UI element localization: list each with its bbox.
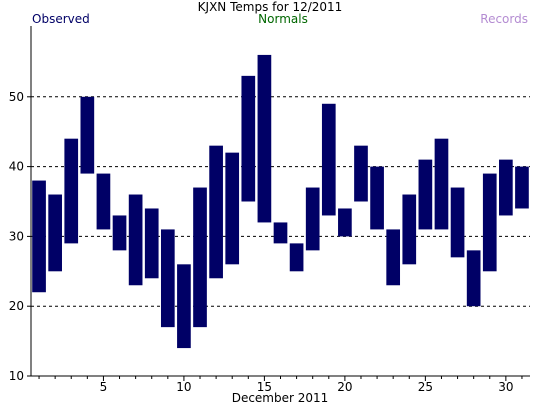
bar-day-10 — [177, 264, 191, 349]
x-tick-label-5: 5 — [100, 380, 108, 394]
bar-day-30 — [499, 159, 513, 216]
legend-observed: Observed — [32, 12, 90, 26]
bar-day-31 — [515, 166, 529, 209]
bar-day-20 — [338, 208, 352, 237]
bar-day-5 — [96, 173, 111, 230]
x-tick-label-20: 20 — [337, 380, 352, 394]
y-tick-label-10: 10 — [9, 369, 24, 383]
bar-day-11 — [193, 187, 207, 328]
x-tick-label-10: 10 — [176, 380, 191, 394]
y-tick-label-30: 30 — [9, 229, 24, 243]
bar-day-12 — [209, 145, 223, 279]
bar-day-29 — [482, 173, 497, 272]
bar-day-23 — [386, 229, 401, 286]
bar-day-4 — [80, 96, 95, 174]
y-tick-label-20: 20 — [9, 299, 24, 313]
bar-day-3 — [64, 138, 79, 244]
bar-day-19 — [321, 103, 336, 216]
bar-day-28 — [466, 250, 481, 307]
bar-day-27 — [450, 187, 465, 258]
bar-day-24 — [402, 194, 417, 265]
bar-day-17 — [289, 243, 304, 272]
bar-day-6 — [112, 215, 127, 251]
x-tick-label-25: 25 — [418, 380, 433, 394]
bar-day-26 — [434, 138, 449, 230]
bar-day-2 — [48, 194, 62, 272]
chart-title: KJXN Temps for 12/2011 — [197, 0, 343, 14]
x-axis-label: December 2011 — [231, 391, 329, 405]
bar-day-14 — [241, 75, 256, 202]
x-tick-label-30: 30 — [498, 380, 513, 394]
bar-day-1 — [32, 180, 46, 293]
bar-day-13 — [225, 152, 240, 265]
bar-day-8 — [144, 208, 159, 279]
y-tick-label-40: 40 — [9, 160, 24, 174]
legend-records: Records — [480, 12, 528, 26]
bar-day-18 — [305, 187, 320, 251]
bar-day-7 — [128, 194, 143, 286]
y-tick-label-50: 50 — [9, 90, 24, 104]
bar-day-22 — [370, 166, 384, 230]
bar-day-16 — [273, 222, 288, 244]
bar-day-25 — [418, 159, 433, 230]
bar-day-15 — [257, 54, 272, 223]
legend-normals: Normals — [258, 12, 308, 26]
bar-day-21 — [354, 145, 368, 202]
x-tick-label-15: 15 — [257, 380, 272, 394]
bar-day-9 — [160, 229, 175, 328]
